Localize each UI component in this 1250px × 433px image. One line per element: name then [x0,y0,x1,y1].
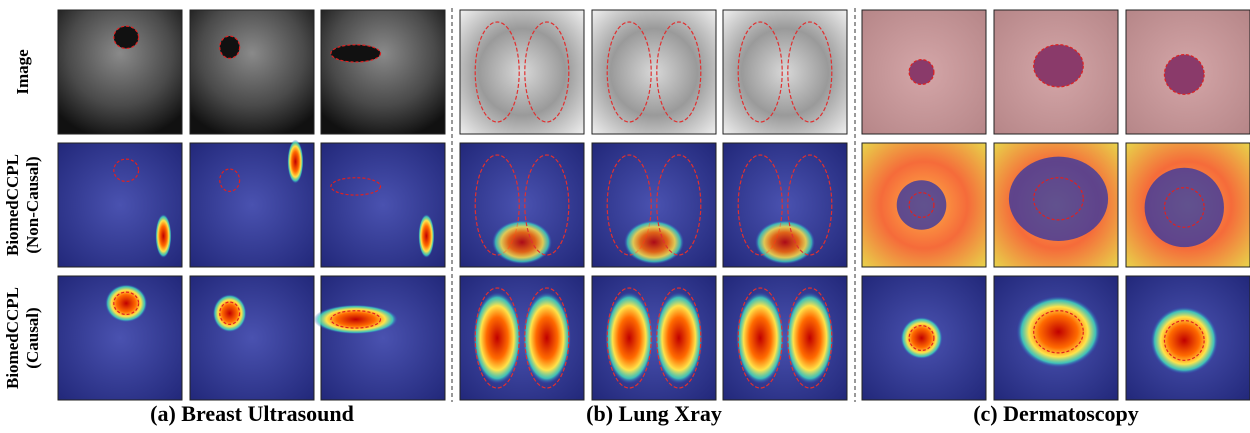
panel-image [723,10,847,134]
heat [287,140,303,184]
panel-image [592,10,716,134]
panel-image [321,10,445,134]
heat [418,214,434,258]
panel [190,10,314,134]
panel [314,276,445,400]
panel [58,10,182,134]
panel [58,143,182,267]
panel [190,140,314,267]
panel-image [190,10,314,134]
heat [624,220,684,264]
row-label: (Non-Causal) [23,156,42,253]
heat [105,284,147,322]
lesion-outline [114,26,139,48]
panel [592,276,716,400]
heat [1009,157,1108,241]
heat [213,294,247,332]
row-label: Image [13,49,32,95]
heat [492,220,552,264]
panel [994,10,1118,134]
panel [321,143,445,267]
caption: (c) Dermatoscopy [973,401,1139,426]
panel [592,10,716,134]
lesion-outline [331,45,381,62]
panel [723,143,847,267]
lesion-outline [1034,45,1084,87]
panel [460,276,584,400]
row-label: (Causal) [23,307,42,368]
heat [1145,168,1224,247]
panel [58,276,182,400]
heat [1016,296,1100,368]
caption: (b) Lung Xray [586,401,722,426]
heat [897,180,947,230]
panel [723,10,847,134]
heat [755,220,815,264]
panel [994,276,1118,400]
panel [1126,143,1250,267]
row-label: BiomedCCPL [3,154,22,256]
panel [862,143,986,267]
panel-image [321,276,445,400]
panel-image [190,276,314,400]
heat [1151,307,1218,374]
figure: ImageBiomedCCPL(Non-Causal)BiomedCCPL(Ca… [0,0,1250,433]
heat [900,317,942,359]
panel [592,143,716,267]
lesion-outline [220,36,240,58]
heat [155,214,171,258]
heat [314,305,398,335]
lesion-outline [909,60,934,85]
row-label: BiomedCCPL [3,287,22,389]
panel [1126,276,1250,400]
panel [1126,10,1250,134]
panel [723,276,847,400]
panel-image [460,10,584,134]
panel [862,276,986,400]
panel [862,10,986,134]
panel [460,143,584,267]
panel [190,276,314,400]
panel [321,10,445,134]
panel [994,143,1118,267]
panel [460,10,584,134]
lesion-outline [1164,55,1204,95]
caption: (a) Breast Ultrasound [150,401,354,426]
